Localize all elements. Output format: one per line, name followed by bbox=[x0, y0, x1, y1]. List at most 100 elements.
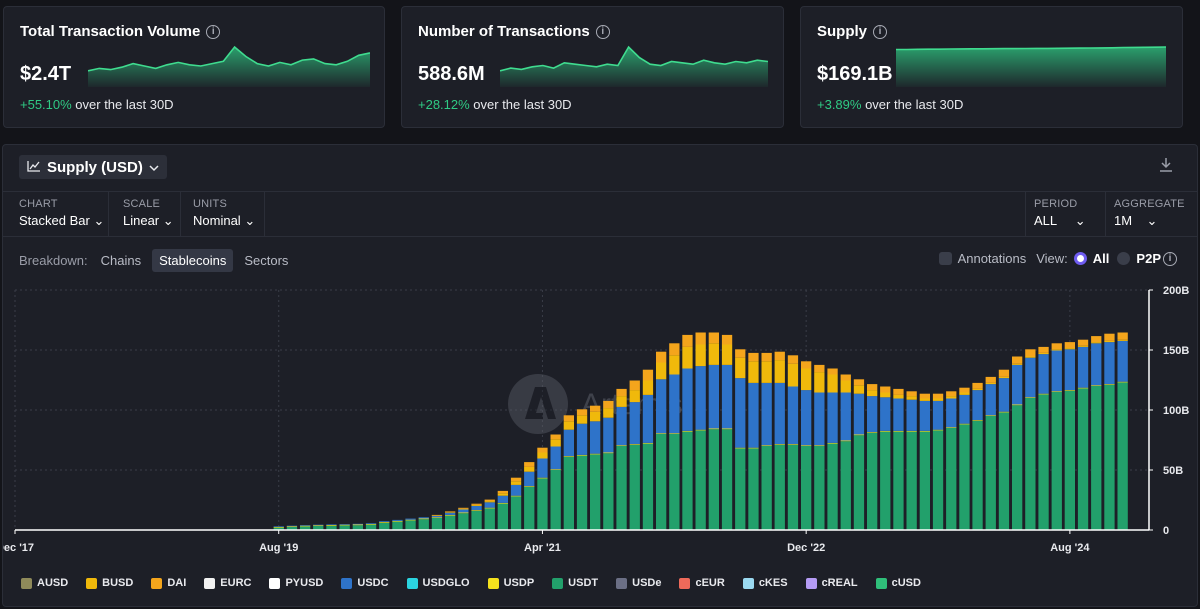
annotations-checkbox[interactable] bbox=[938, 252, 952, 265]
legend-swatch bbox=[679, 577, 691, 589]
legend-item[interactable]: USDP bbox=[487, 577, 535, 589]
bar-segment-busd bbox=[616, 396, 627, 407]
bar-segment-usdc bbox=[616, 406, 627, 446]
bar-segment-busd bbox=[510, 481, 522, 485]
legend-swatch bbox=[805, 577, 817, 589]
bar-segment-dai bbox=[1091, 336, 1102, 343]
info-icon[interactable]: i bbox=[873, 24, 888, 39]
bar-segment-dai bbox=[932, 393, 944, 399]
bar-segment-dai bbox=[431, 514, 443, 516]
bar-segment-busd bbox=[471, 504, 482, 506]
bar-segment-usdp bbox=[1038, 393, 1049, 395]
bar-segment-usdp bbox=[1064, 390, 1075, 391]
bar-segment-usdc bbox=[880, 397, 891, 431]
legend-item[interactable]: cREAL bbox=[805, 577, 858, 589]
bar-segment-busd bbox=[867, 390, 878, 397]
metric-selector[interactable]: Supply (USD) bbox=[19, 155, 167, 179]
period-select[interactable]: PERIOD ALL ⌄ bbox=[1025, 192, 1105, 236]
bar-segment-usdp bbox=[761, 445, 772, 446]
bar-segment-usdt bbox=[1012, 405, 1023, 530]
bar-segment-usdt bbox=[827, 443, 838, 530]
info-icon[interactable]: i bbox=[595, 24, 610, 39]
legend-item[interactable]: USDC bbox=[341, 577, 389, 589]
view-p2p-radio[interactable] bbox=[1117, 252, 1131, 265]
bar-segment-usdt bbox=[616, 446, 627, 530]
bar-segment-usdp bbox=[524, 486, 535, 487]
chevron-down-icon: ⌄ bbox=[162, 213, 174, 228]
bar-segment-busd bbox=[445, 512, 456, 513]
bar-segment-usdc bbox=[458, 509, 469, 513]
bar-stack bbox=[590, 405, 601, 530]
units-select[interactable]: UNITS Nominal ⌄ bbox=[185, 192, 265, 236]
legend-swatch bbox=[204, 577, 216, 589]
bar-segment-busd bbox=[431, 515, 443, 516]
bar-stack bbox=[1091, 336, 1102, 530]
bar-segment-usdt bbox=[629, 444, 640, 530]
bar-stack bbox=[919, 393, 930, 530]
download-icon[interactable] bbox=[1159, 157, 1173, 175]
breakdown-sectors[interactable]: Sectors bbox=[244, 253, 289, 268]
legend-item[interactable]: BUSD bbox=[86, 577, 133, 589]
bar-segment-busd bbox=[484, 501, 495, 503]
breakdown-stablecoins[interactable]: Stablecoins bbox=[152, 249, 234, 272]
breakdown-chains[interactable]: Chains bbox=[100, 253, 142, 268]
legend-item[interactable]: cEUR bbox=[679, 577, 725, 589]
bar-segment-busd bbox=[1104, 340, 1115, 343]
bar-stack bbox=[761, 352, 772, 530]
bar-segment-usdt bbox=[656, 434, 667, 530]
bar-segment-usdc bbox=[300, 525, 311, 526]
info-icon[interactable]: i bbox=[1163, 251, 1177, 266]
bar-segment-usdt bbox=[721, 429, 733, 530]
bar-segment-usdp bbox=[1012, 404, 1023, 406]
legend-item[interactable]: cKES bbox=[742, 577, 788, 589]
bar-segment-usdc bbox=[537, 458, 548, 478]
aggregate-select[interactable]: AGGREGATE 1M ⌄ bbox=[1105, 192, 1197, 236]
bar-segment-dai bbox=[761, 352, 772, 362]
bar-segment-usdp bbox=[273, 526, 284, 528]
scale-select[interactable]: SCALE Linear ⌄ bbox=[115, 192, 181, 236]
legend-item[interactable]: AUSD bbox=[21, 577, 68, 589]
bar-stack bbox=[801, 361, 812, 530]
bar-segment-usdp bbox=[537, 477, 548, 479]
bar-stack bbox=[629, 380, 640, 530]
bar-segment-usdp bbox=[379, 522, 390, 523]
chevron-down-icon: ⌄ bbox=[93, 213, 105, 228]
bar-segment-dai bbox=[603, 400, 614, 409]
legend-label: USDP bbox=[503, 577, 535, 589]
info-icon[interactable]: i bbox=[206, 24, 221, 39]
card-value: $169.1B bbox=[817, 63, 893, 85]
bar-segment-dai bbox=[946, 391, 957, 397]
bar-segment-dai bbox=[708, 332, 719, 344]
legend-item[interactable]: DAI bbox=[151, 577, 186, 589]
legend-item[interactable]: USDGLO bbox=[406, 577, 470, 589]
bar-segment-dai bbox=[985, 376, 996, 383]
bar-segment-usdc bbox=[603, 417, 614, 453]
legend-item[interactable]: USDT bbox=[552, 577, 598, 589]
legend-item[interactable]: PYUSD bbox=[269, 577, 323, 589]
bar-segment-usdp bbox=[352, 524, 363, 526]
bar-segment-usdp bbox=[1117, 381, 1128, 383]
view-all-radio[interactable] bbox=[1073, 252, 1087, 265]
breakdown-label: Breakdown: bbox=[19, 253, 88, 268]
chevron-down-icon: ⌄ bbox=[1146, 213, 1158, 228]
bar-segment-usdc bbox=[801, 390, 812, 446]
bar-stack bbox=[471, 503, 482, 530]
bar-segment-busd bbox=[1051, 349, 1062, 351]
chart-type-select[interactable]: CHART Stacked Bar ⌄ bbox=[11, 192, 109, 236]
legend-item[interactable]: EURC bbox=[204, 577, 251, 589]
bar-segment-dai bbox=[748, 352, 759, 362]
legend-item[interactable]: cUSD bbox=[875, 577, 921, 589]
view-label: View: bbox=[1036, 251, 1068, 266]
legend-label: PYUSD bbox=[285, 577, 324, 589]
legend-swatch bbox=[151, 577, 163, 589]
bar-segment-busd bbox=[774, 360, 785, 383]
bar-segment-usdc bbox=[1077, 346, 1089, 388]
bar-segment-usdt bbox=[853, 435, 865, 530]
legend-item[interactable]: USDe bbox=[616, 577, 661, 589]
x-tick-label: Dec '22 bbox=[787, 542, 825, 554]
bar-segment-busd bbox=[550, 439, 561, 447]
bar-segment-usdc bbox=[774, 382, 785, 445]
bar-segment-usdp bbox=[853, 434, 865, 436]
x-tick-label: Apr '21 bbox=[524, 542, 561, 554]
bar-segment-busd bbox=[721, 344, 733, 365]
